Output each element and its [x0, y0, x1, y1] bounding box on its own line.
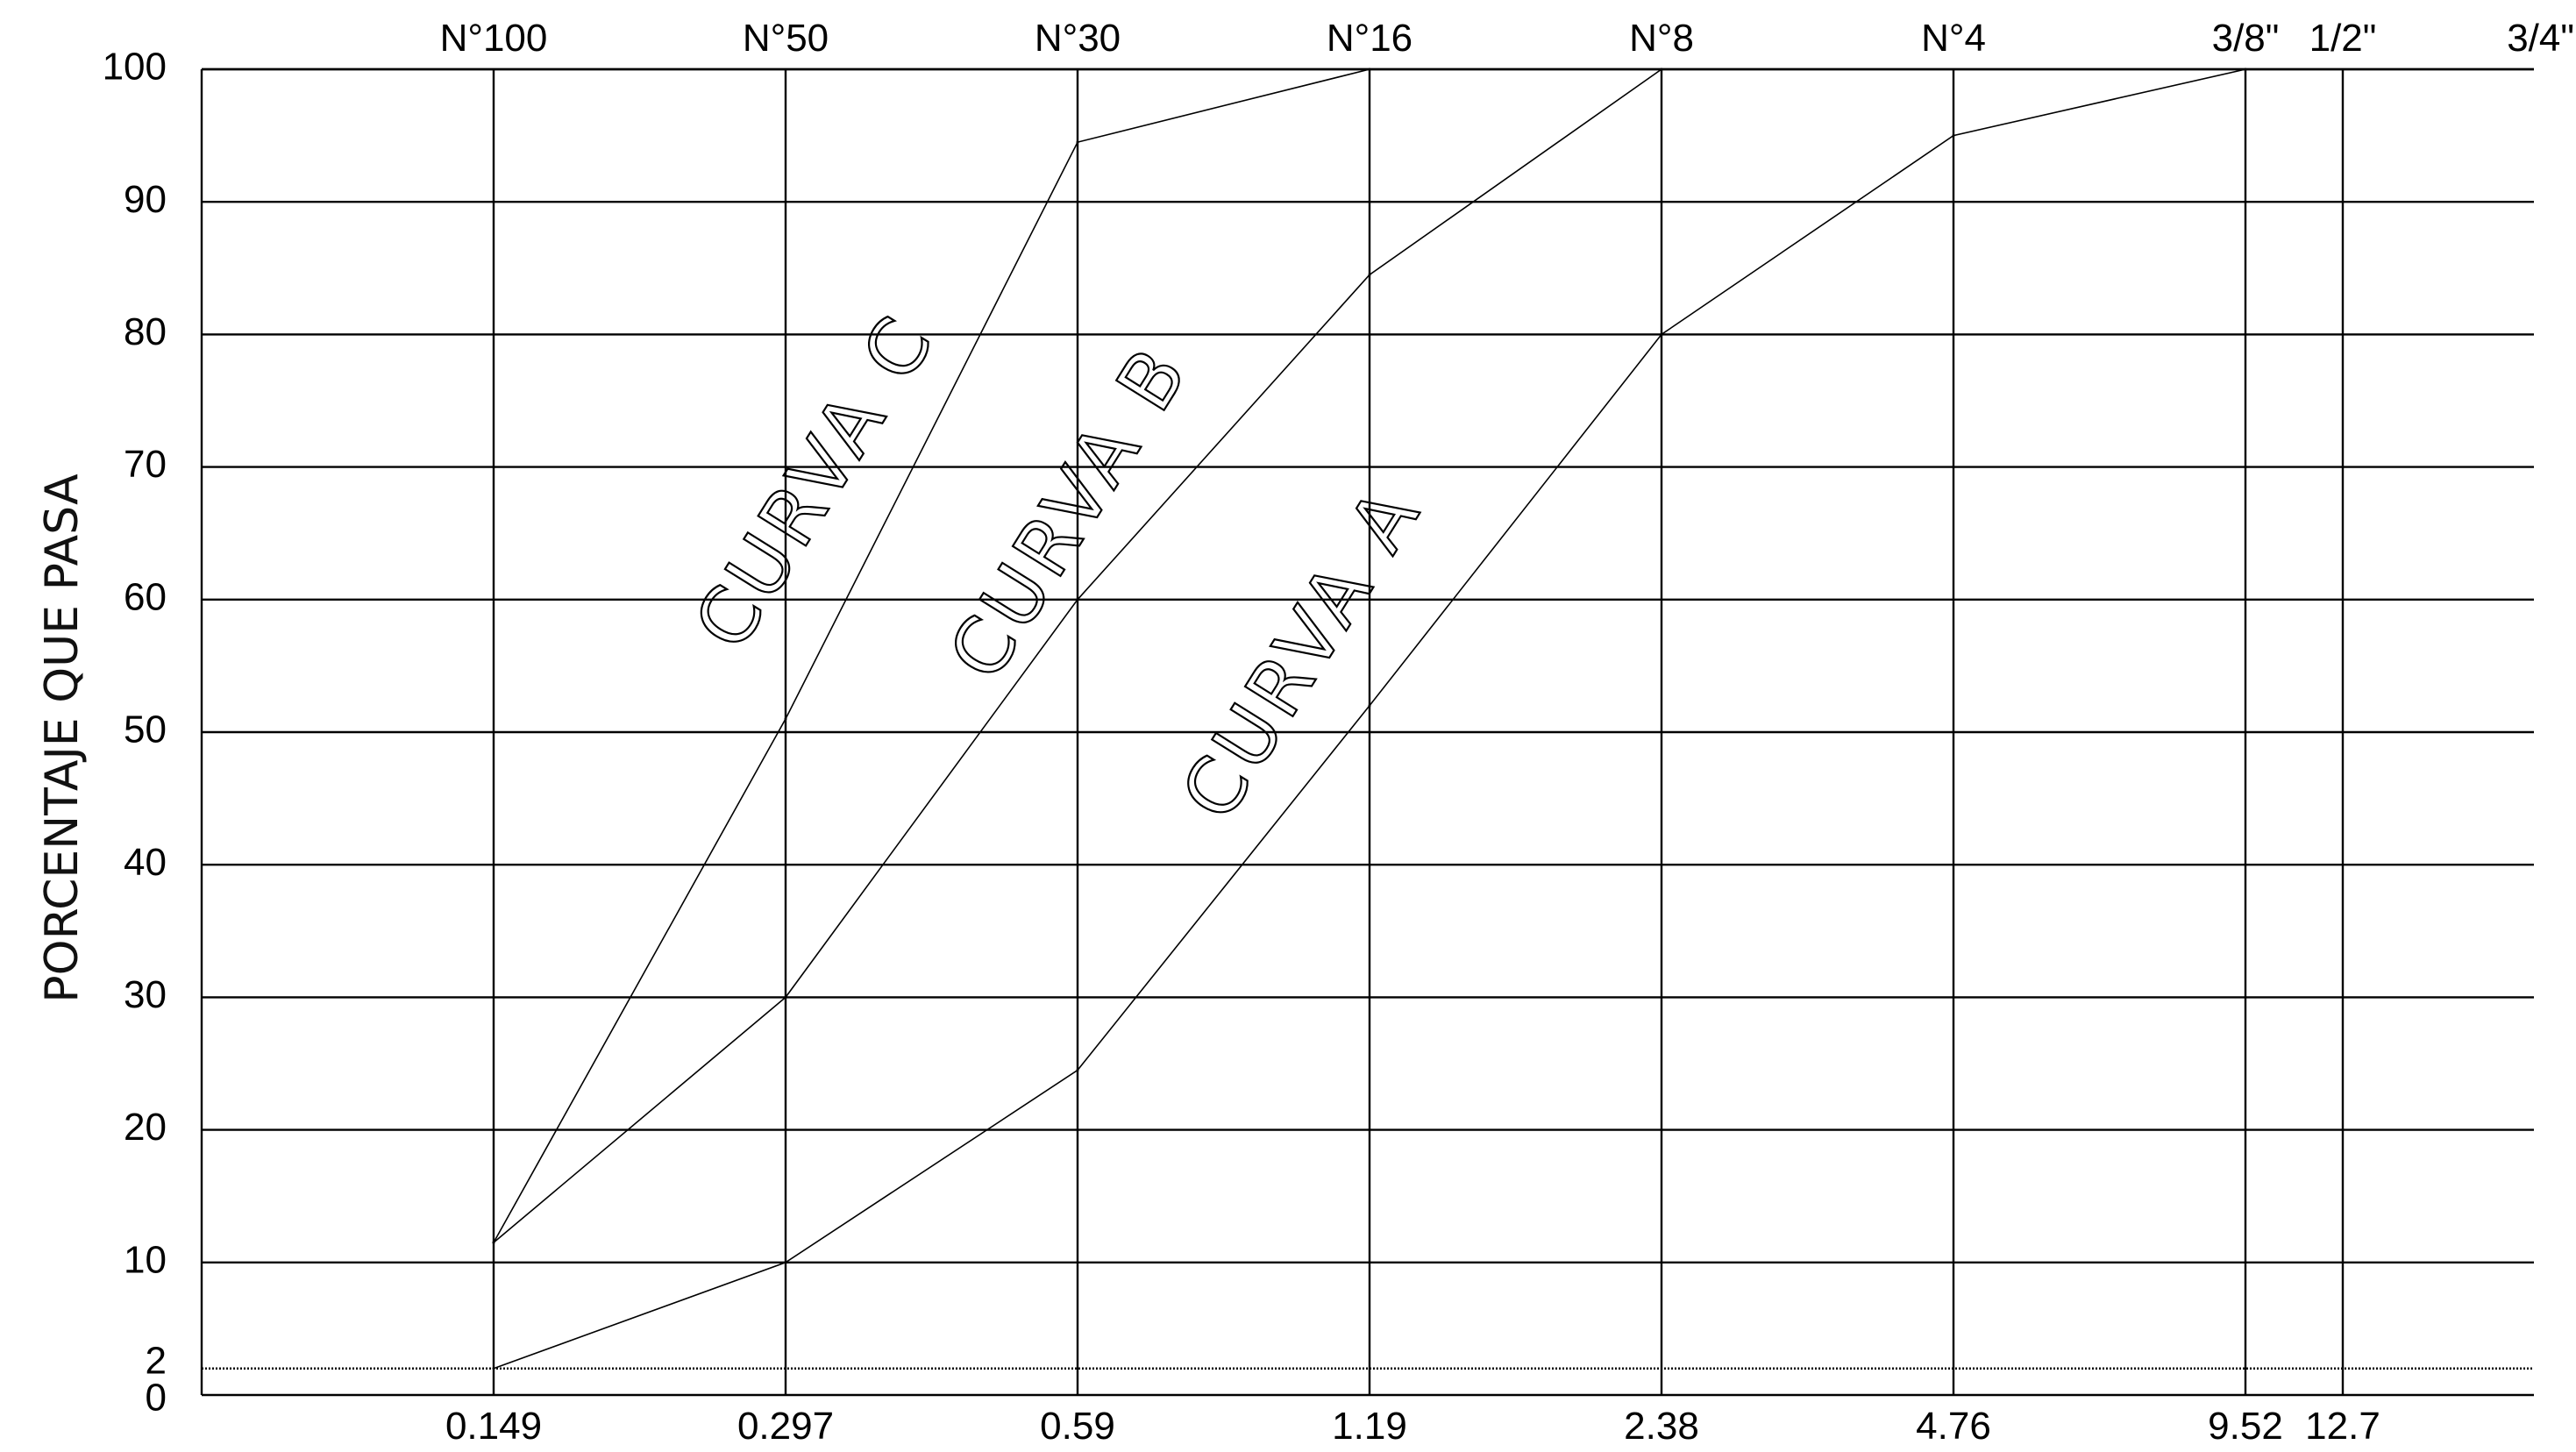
y-tick-label: 100	[103, 46, 167, 89]
x-top-tick-label: 3/4"	[2507, 17, 2574, 60]
x-top-tick-label: 3/8"	[2212, 17, 2280, 60]
data-point	[1660, 332, 1663, 336]
data-point	[784, 1261, 787, 1264]
y-tick-label: 90	[124, 178, 167, 221]
series-lines	[492, 68, 2247, 1370]
x-top-tick-label: N°8	[1629, 17, 1694, 60]
curve-label-3: CURVA C	[677, 298, 952, 665]
data-point	[1952, 134, 1955, 138]
x-bottom-tick-label: 12.7	[2305, 1405, 2380, 1448]
y-tick-label: 2	[146, 1339, 167, 1382]
x-top-tick-label: 1/2"	[2309, 17, 2377, 60]
y-tick-label: 80	[124, 310, 167, 353]
data-point	[2244, 68, 2247, 71]
data-point	[1076, 1069, 1079, 1072]
data-point	[1076, 598, 1079, 601]
x-top-tick-label: N°16	[1327, 17, 1413, 60]
data-point	[1368, 273, 1371, 276]
grid-lines	[202, 68, 2534, 1395]
x-top-tick-label: N°30	[1035, 17, 1121, 60]
data-point	[784, 717, 787, 721]
data-point	[492, 1241, 495, 1244]
x-bottom-tick-label: 2.38	[1624, 1405, 1699, 1448]
y-tick-label: 20	[124, 1106, 167, 1149]
data-point	[784, 995, 787, 999]
series-line-3	[493, 68, 1370, 1243]
y-tick-label: 40	[124, 841, 167, 884]
y-tick-label: 0	[146, 1377, 167, 1420]
x-bottom-tick-label: 4.76	[1916, 1405, 1991, 1448]
x-top-tick-label: N°4	[1921, 17, 1986, 60]
x-top-tick-labels: N°100 N°50 N°30 N°16 N°8 N°4 3/8" 1/2" 3/4"	[440, 17, 2574, 60]
data-point	[1368, 68, 1371, 71]
y-tick-label: 10	[124, 1238, 167, 1281]
y-tick-label: 60	[124, 575, 167, 618]
data-point	[1368, 704, 1371, 708]
x-bottom-tick-label: 0.59	[1040, 1405, 1115, 1448]
x-top-tick-label: N°100	[440, 17, 548, 60]
curve-label-2: CURVA B	[931, 329, 1206, 694]
x-bottom-tick-label: 0.149	[445, 1405, 542, 1448]
data-point	[492, 1367, 495, 1370]
x-bottom-tick-label: 0.297	[737, 1405, 834, 1448]
y-tick-label: 70	[124, 443, 167, 486]
x-bottom-tick-labels: 0.149 0.297 0.59 1.19 2.38 4.76 9.52 12.7	[445, 1405, 2380, 1448]
x-top-tick-label: N°50	[743, 17, 829, 60]
y-tick-label: 50	[124, 708, 167, 751]
x-bottom-tick-label: 1.19	[1332, 1405, 1407, 1448]
curve-label-1: CURVA A	[1163, 469, 1439, 835]
x-bottom-tick-label: 9.52	[2208, 1405, 2283, 1448]
y-tick-label: 30	[124, 973, 167, 1016]
y-tick-labels: 02 10 20 30 40 50 60 70 80 90 100	[103, 46, 167, 1420]
data-point	[1076, 140, 1079, 144]
y-axis-label: PORCENTAJE QUE PASA	[36, 473, 89, 1003]
data-point	[1660, 68, 1663, 71]
